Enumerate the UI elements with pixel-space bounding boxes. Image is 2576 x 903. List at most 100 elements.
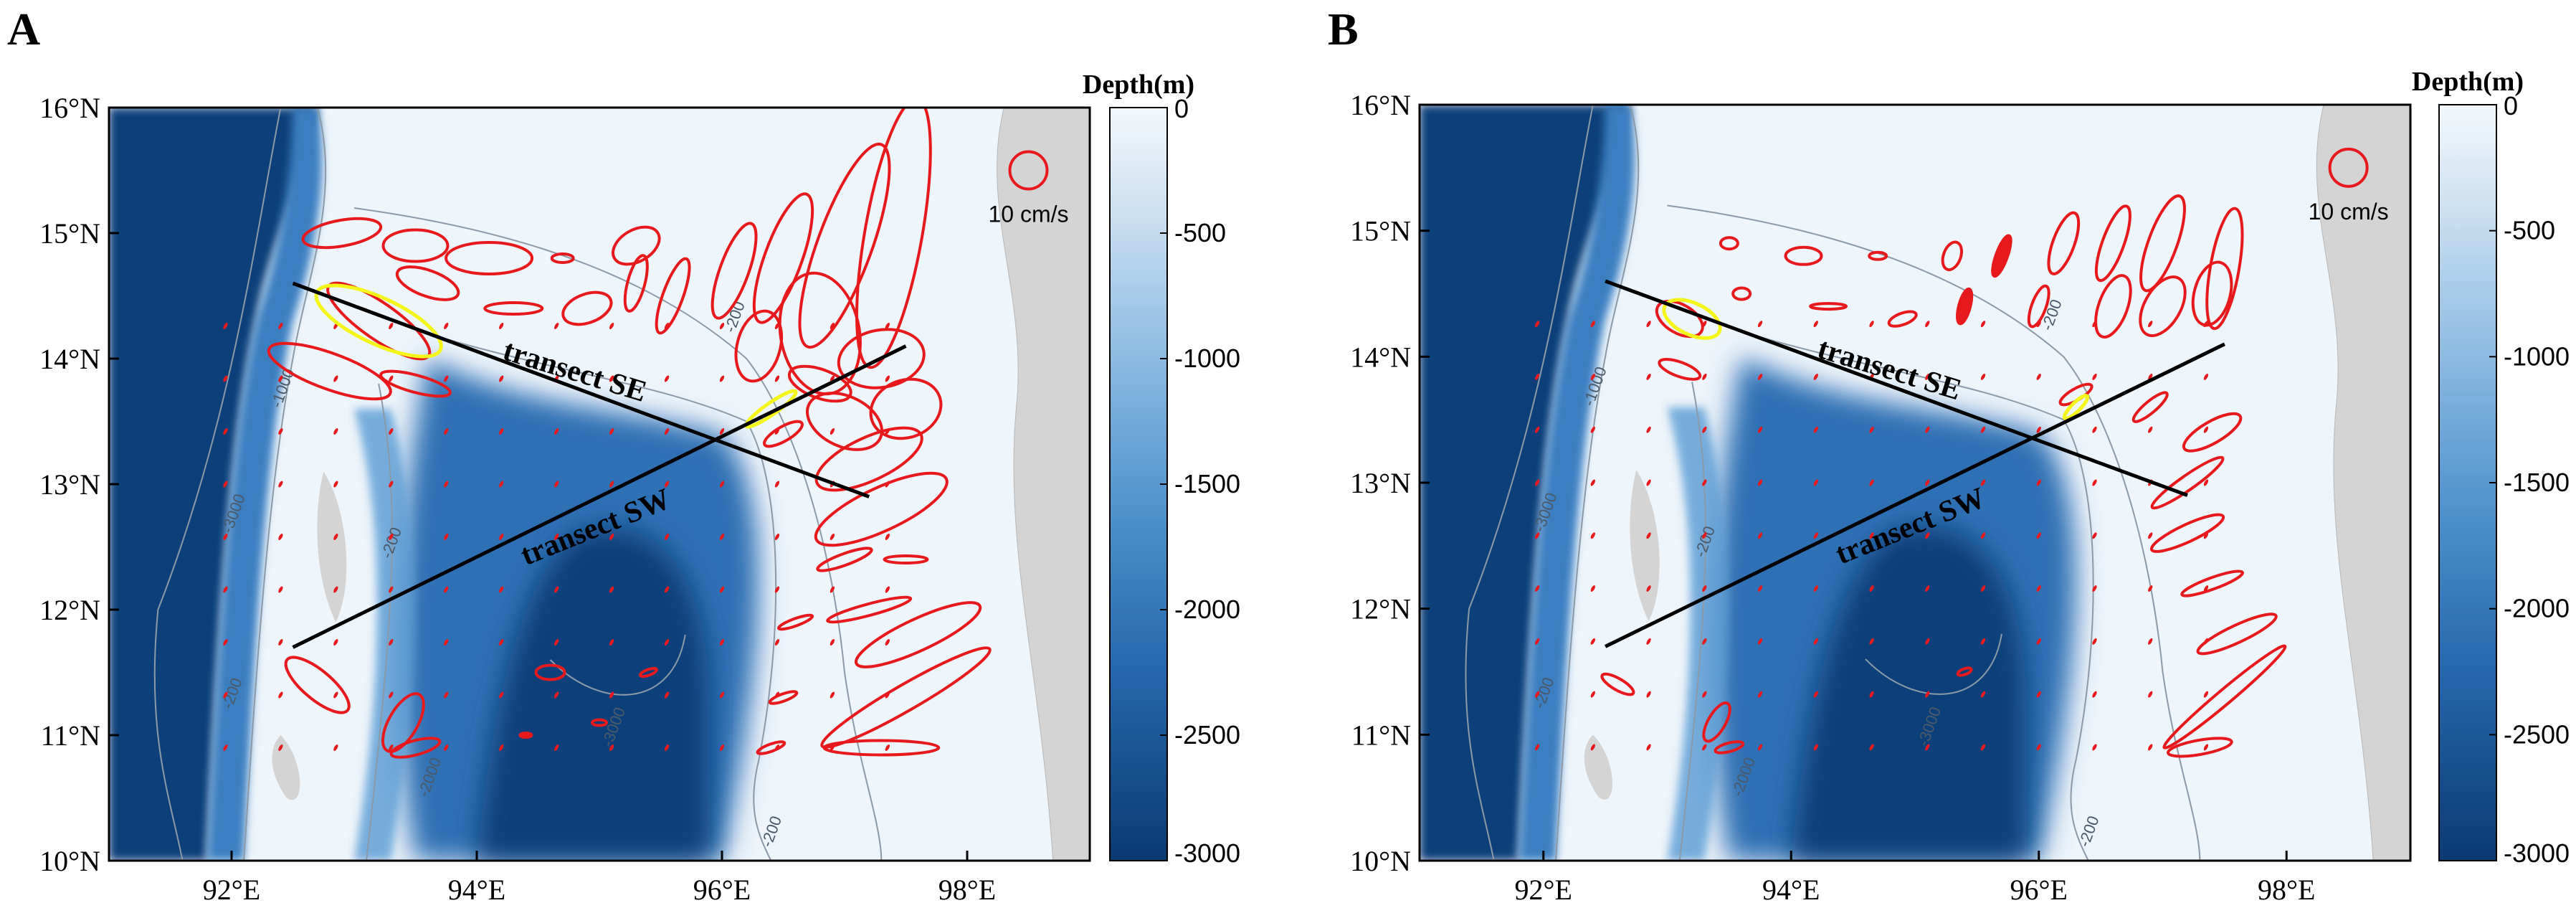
tidal-ellipse	[655, 257, 691, 335]
tidal-ellipse	[1600, 672, 1635, 696]
tidal-ellipse	[1658, 357, 1702, 381]
tidal-ellipse-small	[389, 639, 394, 646]
y-tick-label: 13°N	[1350, 467, 1411, 499]
tidal-ellipse-small	[1590, 321, 1595, 328]
tidal-ellipse-small	[499, 375, 504, 382]
tidal-ellipse-small	[609, 744, 614, 751]
tidal-ellipse-small	[719, 744, 725, 751]
y-tick-label: 15°N	[1350, 215, 1411, 247]
tidal-ellipse-small	[278, 534, 283, 540]
tidal-ellipse-small	[554, 534, 559, 540]
tidal-ellipse-small	[719, 639, 725, 646]
tidal-ellipse-small	[2148, 532, 2153, 539]
tidal-ellipse-small	[1702, 532, 1707, 539]
tidal-ellipse-small	[499, 481, 504, 488]
tidal-ellipse-small	[609, 375, 614, 382]
scale-label: 10 cm/s	[988, 202, 1068, 227]
tidal-ellipse-small	[444, 375, 449, 382]
tidal-ellipse-small	[2092, 532, 2097, 539]
tidal-ellipse-small	[499, 534, 504, 540]
tidal-ellipse-small	[2203, 585, 2209, 592]
tidal-ellipse-small	[499, 639, 504, 646]
y-tick-label: 13°N	[39, 468, 100, 501]
island	[1584, 734, 1612, 800]
tidal-ellipse-small	[278, 586, 283, 593]
tidal-ellipse	[639, 666, 658, 679]
tidal-ellipse-small	[1925, 744, 1930, 751]
tidal-ellipse-small	[389, 323, 394, 329]
tidal-ellipse-small	[609, 691, 614, 699]
tidal-ellipse-small	[1757, 426, 1763, 433]
tidal-ellipse-small	[2092, 479, 2097, 486]
tidal-ellipse-small	[664, 639, 670, 646]
tidal-ellipse-small	[1590, 691, 1595, 698]
tidal-ellipse-small	[1757, 585, 1763, 592]
tidal-ellipse-small	[1925, 479, 1930, 486]
tidal-ellipse	[395, 265, 460, 301]
x-tick-label: 94°E	[1762, 874, 1820, 903]
tidal-ellipse-small	[444, 639, 449, 646]
tidal-ellipse-small	[389, 691, 394, 699]
island	[317, 471, 347, 623]
colorbar-tick-label: -2000	[2504, 594, 2570, 623]
tidal-ellipse-small	[1590, 479, 1595, 486]
tidal-ellipse-small	[719, 428, 725, 435]
tidal-ellipse-small	[1980, 532, 1986, 539]
tidal-ellipse-small	[885, 534, 890, 540]
y-tick-label: 12°N	[39, 594, 100, 626]
west-basin	[1420, 105, 1630, 861]
tidal-ellipse-small	[223, 481, 228, 488]
tidal-ellipse-small	[609, 586, 614, 593]
tidal-ellipse	[2131, 391, 2169, 423]
tidal-ellipse-small	[719, 534, 725, 540]
tidal-ellipse-small	[554, 323, 559, 329]
tidal-ellipse	[869, 377, 943, 440]
transect-line	[1605, 342, 2225, 648]
tidal-ellipse-small	[1702, 585, 1707, 592]
tidal-ellipse	[534, 663, 566, 681]
tidal-ellipse-small	[223, 586, 228, 593]
tidal-ellipse-small	[554, 428, 559, 435]
tidal-ellipse-small	[830, 691, 835, 699]
tidal-ellipse-small	[609, 428, 614, 435]
tidal-ellipse-small	[444, 691, 449, 699]
colorbar-tick-label: -3000	[2504, 838, 2570, 868]
tidal-ellipse-small	[664, 428, 670, 435]
tidal-ellipse-small	[2148, 638, 2153, 645]
tidal-ellipse-small	[1925, 585, 1930, 592]
east-coast-land	[2316, 105, 2410, 861]
depth-contour	[366, 383, 393, 861]
depth-contour	[427, 333, 777, 861]
tidal-ellipse	[820, 646, 992, 749]
depth-contour	[243, 108, 327, 861]
tidal-ellipse-small	[1980, 479, 1986, 486]
tidal-ellipse-small	[444, 481, 449, 488]
tidal-ellipse-small	[1925, 532, 1930, 539]
tidal-ellipse	[855, 108, 932, 369]
tidal-ellipse	[284, 656, 351, 714]
tidal-ellipse	[389, 737, 442, 759]
tidal-ellipse-small	[389, 375, 394, 382]
y-tick-label: 11°N	[1351, 719, 1411, 751]
y-tick-label: 16°N	[39, 92, 100, 124]
tidal-ellipse-small	[444, 323, 449, 329]
tidal-ellipse-small	[1925, 373, 1930, 380]
tidal-ellipse	[612, 225, 661, 266]
tidal-ellipse-small	[1646, 373, 1651, 380]
tidal-ellipse	[2094, 274, 2132, 339]
tidal-ellipse	[267, 341, 392, 401]
scale-ellipse	[1008, 150, 1049, 191]
tidal-ellipse	[2162, 644, 2287, 750]
tidal-ellipse-small	[1534, 585, 1540, 592]
tidal-ellipse-small	[1757, 532, 1763, 539]
tidal-ellipse-small	[885, 323, 890, 329]
tidal-ellipse-small	[1980, 585, 1986, 592]
tidal-ellipse-small	[1702, 638, 1707, 645]
x-tick-label: 98°E	[938, 874, 996, 903]
tidal-ellipse	[2139, 275, 2187, 337]
tidal-ellipse-small	[1534, 479, 1540, 486]
bathymetry-map: -3000-1000-200-3000-200-2000-200-200tran…	[109, 108, 1090, 861]
tidal-ellipse-small	[719, 481, 725, 488]
tidal-ellipse-small	[1534, 638, 1540, 645]
tidal-ellipse-small	[389, 428, 394, 435]
